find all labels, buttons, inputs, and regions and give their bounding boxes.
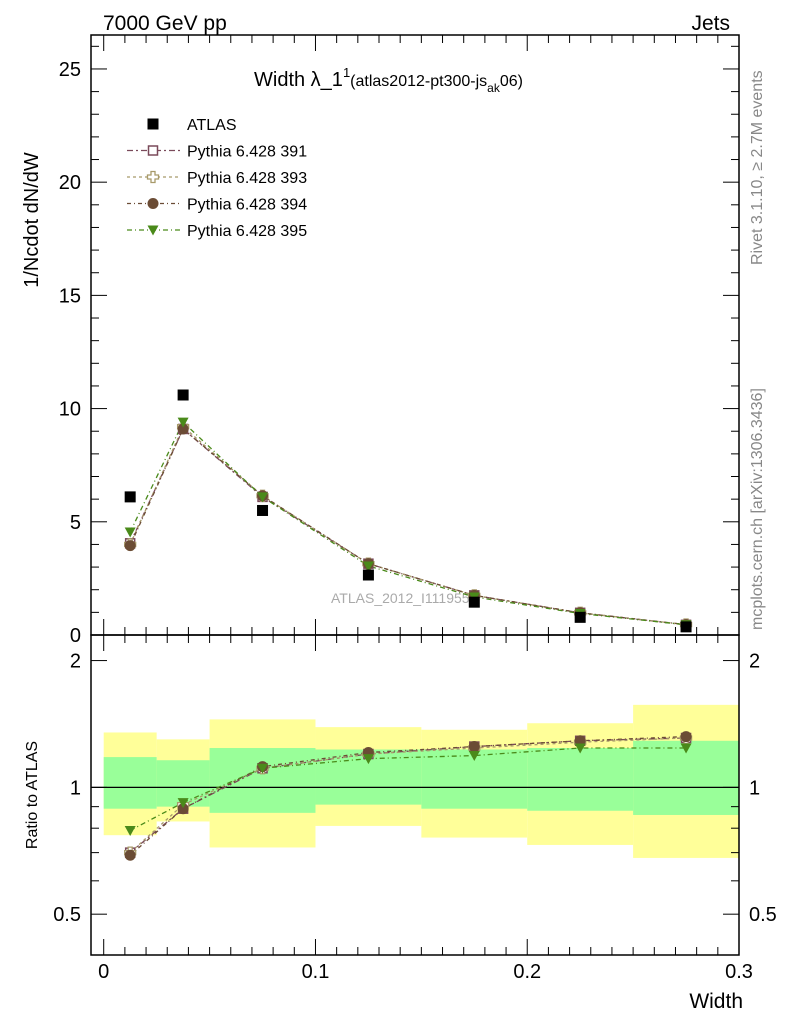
- main-plot-area: [124, 389, 693, 633]
- series-point: [257, 492, 269, 503]
- legend-marker: [146, 170, 160, 184]
- ratio-y-tick-label-right: 2: [749, 651, 760, 673]
- legend-label: Pythia 6.428 395: [187, 223, 307, 240]
- uncertainty-band-green: [103, 757, 157, 809]
- ratio-series-point: [177, 803, 189, 815]
- ratio-series-point: [468, 741, 480, 753]
- ratio-series-point: [680, 731, 692, 743]
- uncertainty-band-green: [527, 748, 634, 811]
- atlas-data-point: [362, 569, 374, 581]
- atlas-data-point: [124, 491, 136, 503]
- atlas-data-point: [680, 621, 692, 633]
- main-y-tick-label: 25: [59, 59, 81, 81]
- legend-marker: [147, 145, 159, 156]
- series-point: [362, 561, 374, 572]
- ratio-series-point: [362, 754, 374, 765]
- main-y-tick-label: 15: [59, 285, 81, 307]
- ratio-series-point: [177, 798, 189, 809]
- header-energy: 7000 GeV pp: [103, 12, 227, 35]
- atlas-data-point: [574, 611, 586, 623]
- ratio-series-point: [468, 751, 480, 762]
- main-y-tick-label: 0: [70, 625, 81, 647]
- ratio-y-tick-label: 1: [70, 777, 81, 799]
- uncertainty-band-green: [209, 748, 316, 813]
- atlas-data-point: [257, 504, 269, 516]
- plot-title: Width λ_11(atlas2012-pt300-jsak06): [254, 65, 523, 95]
- mcplots-label: mcplots.cern.ch [arXiv:1306.3436]: [749, 388, 766, 630]
- title-sup: 1: [343, 65, 350, 80]
- ratio-y-tick-label: 2: [70, 651, 81, 673]
- ratio-y-tick-label-right: 1: [749, 777, 760, 799]
- ratio-y-tick-label-right: 0.5: [749, 904, 777, 926]
- series-point: [177, 417, 189, 428]
- main-y-tick-label: 10: [59, 399, 81, 421]
- ratio-plot-area: [124, 731, 693, 861]
- legend-marker: [147, 225, 159, 236]
- ratio-series-point: [124, 825, 136, 836]
- analysis-watermark: ATLAS_2012_I1119557: [331, 590, 478, 606]
- title-sub: ak: [487, 81, 501, 95]
- ratio-y-tick-label: 0.5: [53, 904, 81, 926]
- main-ylabel: 1/Ncdot dN/dW: [21, 152, 43, 288]
- ratio-series-point: [257, 763, 269, 774]
- ratio-series-point: [680, 743, 692, 754]
- x-tick-label: 0.2: [513, 961, 541, 983]
- header-jets: Jets: [691, 12, 730, 35]
- ratio-ylabel: Ratio to ATLAS: [24, 741, 41, 849]
- title-main: Width λ_1: [254, 69, 343, 91]
- rivet-label: Rivet 3.1.10, ≥ 2.7M events: [749, 70, 766, 265]
- legend-label: Pythia 6.428 394: [187, 197, 307, 214]
- ratio-series-point: [574, 743, 586, 754]
- ratio-bands: [91, 704, 739, 858]
- x-tick-label: 0: [98, 961, 109, 983]
- x-axis-title: Width: [689, 990, 743, 1013]
- legend-marker-atlas: [147, 118, 159, 130]
- ratio-frame: [90, 634, 740, 956]
- legend-marker: [147, 198, 159, 209]
- axes: 0 5 10 15 20 25 0 0.1 0.2 0.3 0.5 0.5 1 1 2 2: [53, 35, 777, 983]
- legend-label: Pythia 6.428 393: [187, 170, 307, 187]
- series-point: [177, 423, 189, 435]
- atlas-data-point: [177, 389, 189, 401]
- legend-label: Pythia 6.428 391: [187, 144, 307, 161]
- legend: ATLAS Pythia 6.428 391 Pythia 6.428 393 Pyt…: [127, 117, 307, 240]
- title-paren-open: (atlas2012-pt300-js: [350, 73, 487, 90]
- x-tick-label: 0.3: [725, 961, 753, 983]
- series-point: [124, 527, 136, 538]
- ratio-series-point: [124, 849, 136, 861]
- series-point: [124, 540, 136, 552]
- x-tick-label: 0.1: [302, 961, 330, 983]
- main-y-tick-label: 20: [59, 172, 81, 194]
- title-paren-close: 06): [500, 73, 523, 90]
- main-y-tick-label: 5: [70, 512, 81, 534]
- atlas-data-point: [468, 596, 480, 608]
- legend-label-atlas: ATLAS: [187, 117, 237, 134]
